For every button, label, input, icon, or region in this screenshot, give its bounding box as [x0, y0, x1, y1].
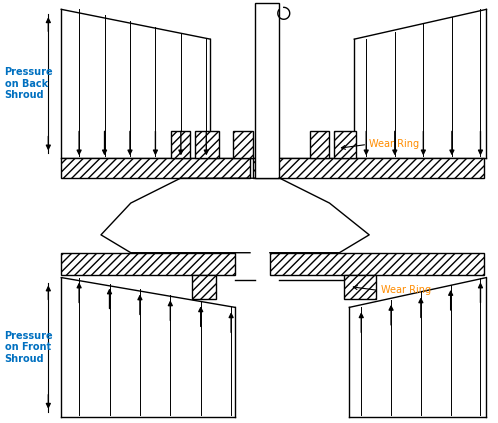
Bar: [270, 253, 485, 275]
Bar: [310, 131, 330, 158]
Bar: [192, 275, 216, 299]
Text: Wear Ring: Wear Ring: [369, 140, 419, 149]
Text: Pressure
on Back
Shroud: Pressure on Back Shroud: [4, 67, 53, 100]
Bar: [345, 275, 376, 299]
Bar: [170, 131, 190, 158]
Bar: [255, 3, 279, 178]
Bar: [195, 131, 219, 158]
Bar: [61, 253, 235, 275]
Bar: [253, 158, 485, 178]
Text: Wear Ring: Wear Ring: [381, 286, 431, 296]
Bar: [61, 158, 250, 178]
Text: Pressure
on Front
Shroud: Pressure on Front Shroud: [4, 330, 53, 364]
Bar: [335, 131, 356, 158]
Bar: [233, 131, 253, 158]
